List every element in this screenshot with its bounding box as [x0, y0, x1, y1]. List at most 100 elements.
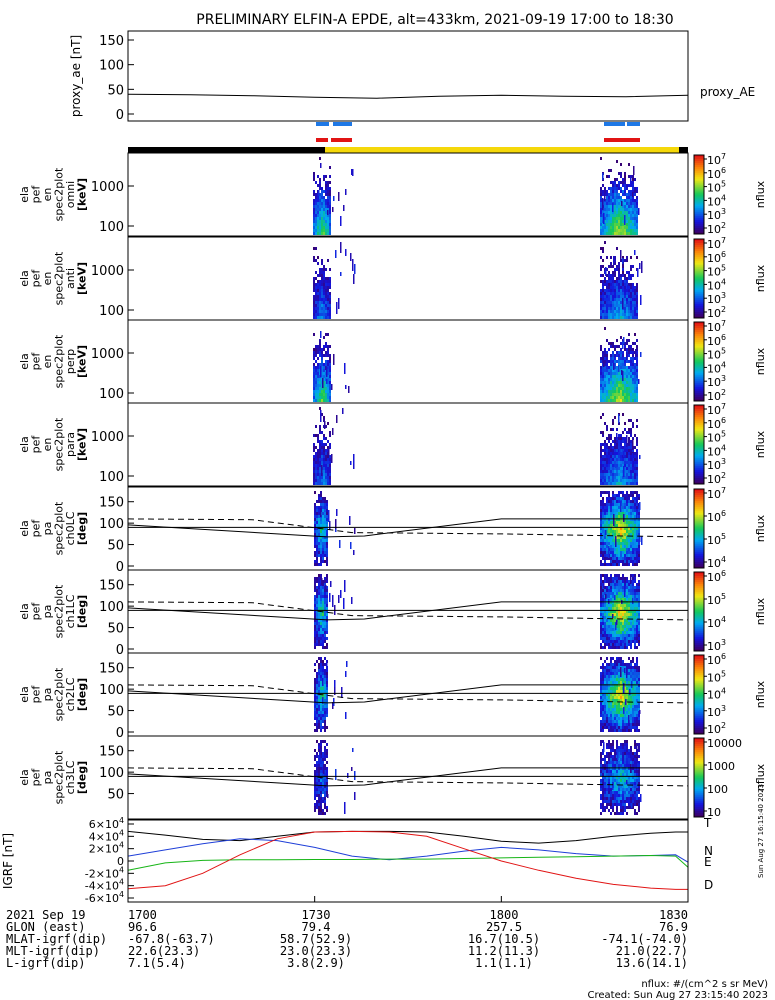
- spectrogram-cell: [324, 726, 326, 729]
- spectrogram-cell: [630, 797, 632, 800]
- spectrogram-cell: [606, 622, 608, 625]
- spectrogram-cell: [620, 637, 622, 640]
- spectrogram-cell: [616, 607, 618, 610]
- spectrogram-cell: [602, 443, 604, 446]
- spectrogram-cell: [322, 586, 324, 589]
- spectrogram-cell: [612, 628, 614, 631]
- colorbar-cell: [694, 300, 704, 303]
- spectrogram-cell: [638, 693, 640, 696]
- spectrogram-cell: [608, 708, 610, 711]
- spectrogram-cell: [636, 196, 638, 199]
- spectrogram-cell: [600, 157, 602, 160]
- spectrogram-cell: [608, 622, 610, 625]
- spectrogram-cell: [616, 533, 618, 536]
- spectrogram-cell: [624, 646, 626, 649]
- spectrogram-streak: [346, 661, 348, 667]
- spectrogram-cell: [612, 770, 614, 773]
- spectrogram-cell: [624, 232, 626, 235]
- spectrogram-streak: [632, 439, 634, 450]
- spectrogram-cell: [614, 259, 616, 262]
- red-segment: [316, 138, 328, 142]
- spectrogram-cell: [622, 479, 624, 482]
- spectrogram-cell: [616, 372, 618, 375]
- spectrogram-cell: [610, 428, 612, 431]
- spectrogram-streak: [339, 540, 341, 548]
- spectrogram-cell: [622, 622, 624, 625]
- colorbar-cell: [694, 452, 704, 455]
- spectrogram-cell: [634, 527, 636, 530]
- spectrogram-cell: [324, 595, 326, 598]
- colorbar-cell: [694, 228, 704, 231]
- spectrogram-cell: [606, 467, 608, 470]
- spectrogram-cell: [315, 259, 317, 262]
- proxy-ae-series-label: proxy_AE: [700, 85, 755, 99]
- spectrogram-cell: [602, 678, 604, 681]
- spectrogram-cell: [600, 357, 602, 360]
- spectrogram-cell: [620, 776, 622, 779]
- spectrogram-cell: [612, 482, 614, 485]
- spectrogram-cell: [618, 729, 620, 732]
- spectrogram-cell: [612, 723, 614, 726]
- spectrogram-cell: [614, 672, 616, 675]
- spectrogram-cell: [316, 791, 318, 794]
- spectrogram-cell: [628, 592, 630, 595]
- spectrogram-cell: [600, 607, 602, 610]
- spectrogram-cell: [636, 190, 638, 193]
- spectrogram-cell: [622, 693, 624, 696]
- spectrogram-cell: [314, 693, 316, 696]
- spectrogram-cell: [638, 678, 640, 681]
- spectrogram-cell: [616, 767, 618, 770]
- colorbar-cell: [694, 442, 704, 445]
- spectrogram-cell: [614, 669, 616, 672]
- spectrogram-cell: [616, 512, 618, 515]
- spectrogram-cell: [616, 696, 618, 699]
- colorbar-cell: [694, 510, 704, 514]
- spectrogram-cell: [636, 390, 638, 393]
- spectrogram-cell: [622, 806, 624, 809]
- spectrogram-cell: [612, 779, 614, 782]
- spectrogram-cell: [622, 548, 624, 551]
- spectrogram-cell: [320, 530, 322, 533]
- spectrogram-cell: [618, 181, 620, 184]
- spectrogram-cell: [616, 428, 618, 431]
- spectrogram-cell: [636, 372, 638, 375]
- spectrogram-cell: [614, 666, 616, 669]
- spectrogram-cell: [620, 497, 622, 500]
- spectrogram-cell: [313, 396, 315, 399]
- colorbar-cell: [694, 214, 704, 217]
- spectrogram-cell: [313, 283, 315, 286]
- spectrogram-cell: [628, 295, 630, 298]
- spectrogram-cell: [626, 690, 628, 693]
- spectrogram-cell: [638, 554, 640, 557]
- ytick-label: 1000: [91, 347, 124, 362]
- spectrogram-cell: [600, 289, 602, 292]
- spectrogram-cell: [624, 791, 626, 794]
- spectrogram-cell: [622, 717, 624, 720]
- spectrogram-cell: [322, 797, 324, 800]
- spectrogram-cell: [612, 449, 614, 452]
- spectrogram-cell: [636, 208, 638, 211]
- spectrogram-cell: [622, 458, 624, 461]
- spectrogram-cell: [626, 232, 628, 235]
- spectrogram-cell: [628, 419, 630, 422]
- spectrogram-cell: [604, 217, 606, 220]
- spectrogram-cell: [628, 503, 630, 506]
- spectrogram-cell: [321, 268, 323, 271]
- spectrogram-cell: [632, 577, 634, 580]
- spectrogram-cell: [324, 782, 326, 785]
- spectrogram-cell: [606, 702, 608, 705]
- spectrogram-cell: [634, 675, 636, 678]
- ytick-label: 0: [116, 643, 124, 658]
- spectrogram-cell: [628, 205, 630, 208]
- spectrogram-cell: [327, 381, 329, 384]
- spectrogram-cell: [324, 598, 326, 601]
- spectrogram-cell: [316, 589, 318, 592]
- spectrogram-cell: [630, 455, 632, 458]
- spectrogram-cell: [618, 214, 620, 217]
- spectrogram-cell: [319, 464, 321, 467]
- spectrogram-cell: [632, 354, 634, 357]
- spectrogram-cell: [622, 705, 624, 708]
- spectrogram-cell: [315, 277, 317, 280]
- spectrogram-cell: [600, 479, 602, 482]
- spectrogram-cell: [632, 202, 634, 205]
